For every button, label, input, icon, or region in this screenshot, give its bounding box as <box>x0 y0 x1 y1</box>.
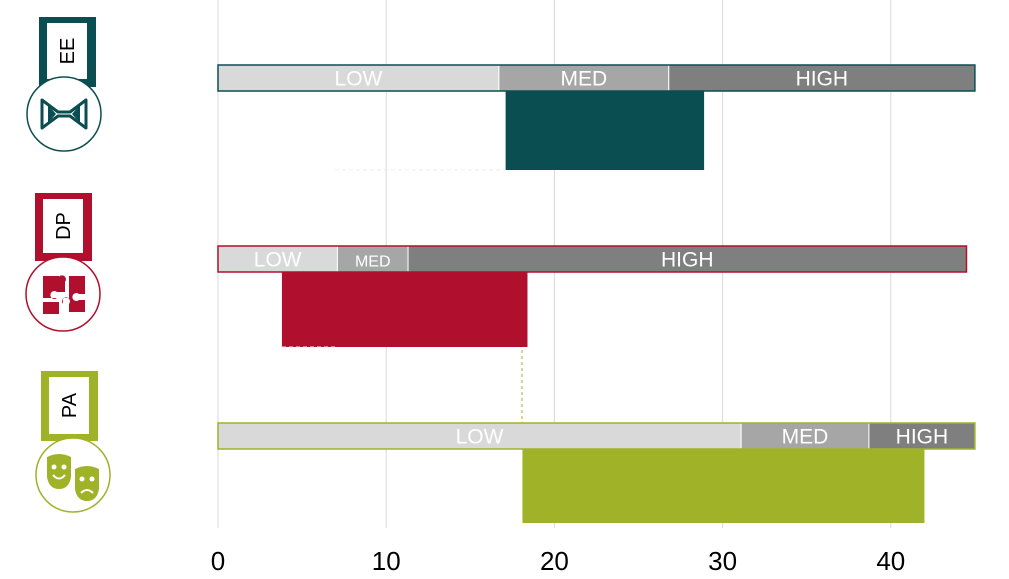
tick-label-10: 10 <box>372 546 401 576</box>
range-bar-pa <box>522 449 925 523</box>
row-label-ee: EE <box>26 17 102 152</box>
tick-label-40: 40 <box>876 546 905 576</box>
band-label-high: HIGH <box>896 426 949 449</box>
row-dp: LOW MED HIGH <box>217 245 968 348</box>
row-label-text: EE <box>57 38 79 65</box>
mask-eye <box>61 464 67 470</box>
row-pa: LOW MED HIGH <box>217 422 976 523</box>
icon-badge <box>26 76 102 152</box>
theatre-masks-icon <box>47 454 99 501</box>
puzzle-piece-1 <box>43 275 66 299</box>
mask-eye <box>51 464 57 470</box>
bowtie-icon <box>40 98 88 130</box>
tick-label-30: 30 <box>708 546 737 576</box>
band-outline <box>217 64 976 92</box>
range-bar-ee <box>505 91 705 170</box>
band-label-high: HIGH <box>661 249 714 272</box>
band-label-low: LOW <box>335 68 383 91</box>
mask-eye <box>89 476 95 482</box>
label-box <box>43 199 83 253</box>
puzzle-piece-2 <box>62 276 85 312</box>
row-labels: EE DP PA <box>25 17 111 513</box>
row-ee: LOW MED HIGH <box>217 64 976 171</box>
row-label-dp: DP <box>25 193 101 332</box>
mask-frown <box>80 489 94 494</box>
bowtie-fill <box>48 105 80 123</box>
puzzle-icon <box>43 275 85 314</box>
row-label-text: DP <box>53 212 75 240</box>
mask-eye <box>79 476 85 482</box>
band-outline <box>217 245 968 273</box>
icon-badge <box>25 256 101 332</box>
x-axis-ticks: 0 10 20 30 40 <box>211 546 905 576</box>
mask-smile <box>52 474 66 480</box>
chart-rows: LOW MED HIGH LOW MED HIGH LOW MED HIGH <box>217 64 976 523</box>
bowtie-shape <box>40 98 88 130</box>
mask-sad <box>75 466 99 501</box>
band-med <box>740 422 870 450</box>
band-label-low: LOW <box>254 249 302 272</box>
row-label-pa: PA <box>35 371 111 513</box>
band-low <box>217 64 500 92</box>
label-box <box>47 23 87 79</box>
row-label-text: PA <box>59 392 81 418</box>
range-bar-dp <box>281 272 528 347</box>
band-label-low: LOW <box>456 426 504 449</box>
tick-label-0: 0 <box>211 546 225 576</box>
puzzle-piece-3 <box>43 302 59 314</box>
band-label-high: HIGH <box>796 68 849 91</box>
band-outline <box>217 422 976 450</box>
label-box <box>49 377 89 434</box>
band-label-med: MED <box>560 68 607 91</box>
band-label-med: MED <box>355 254 391 271</box>
mask-happy <box>47 454 71 489</box>
band-label-med: MED <box>782 426 829 449</box>
tick-label-20: 20 <box>540 546 569 576</box>
